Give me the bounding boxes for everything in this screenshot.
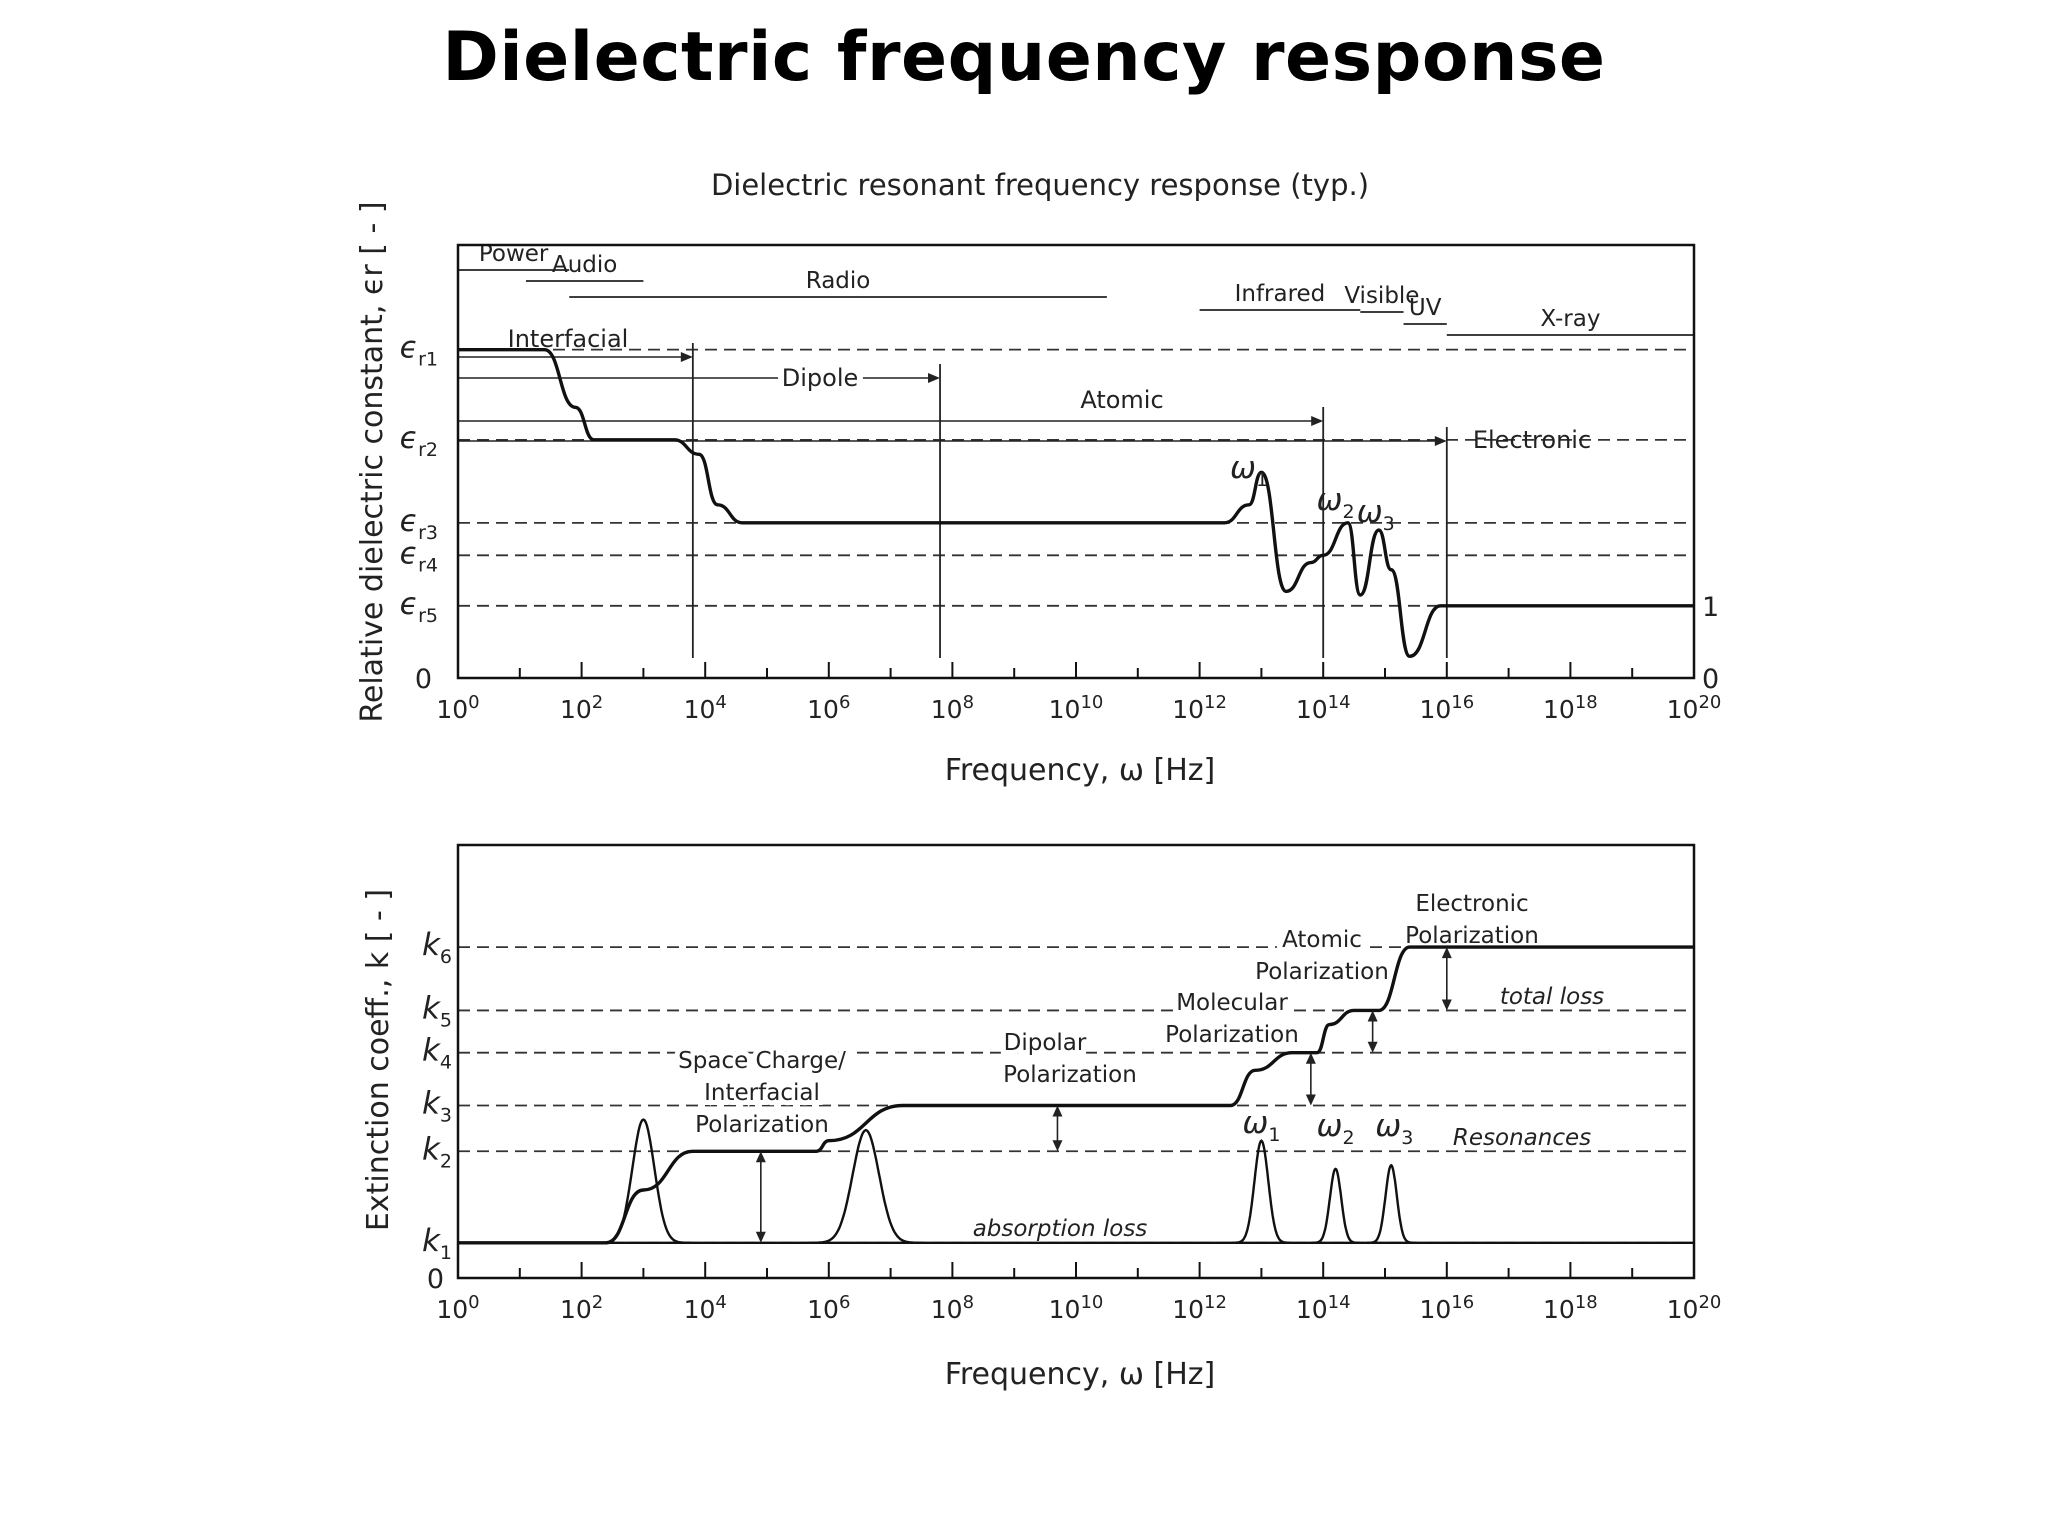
y-tick-label: k3 [422,1086,452,1127]
y-axis-label: Relative dielectric constant, ϵr [ - ] [355,201,390,722]
annotation-label: Polarization [1255,959,1389,985]
annotation-label: Polarization [1003,1062,1137,1088]
y-tick-label: ϵr1 [400,331,438,371]
annotation-label: Electronic [1415,891,1528,917]
x-tick-label: 102 [560,692,603,724]
annotation-label: Polarization [1165,1022,1299,1048]
arrow-head [1441,999,1452,1011]
annotation-label: Interfacial [704,1080,820,1106]
x-tick-label: 1012 [1172,1292,1227,1324]
mechanism-label: Electronic [1473,426,1591,454]
absorption-peak [595,1118,691,1244]
y-tick-label: 0 [415,664,432,695]
x-tick-label: 1014 [1296,692,1351,724]
x-tick-label: 104 [684,692,727,724]
annotation-label: Molecular [1176,990,1288,1016]
arrow-head [1052,1105,1063,1117]
chart-title: Dielectric resonant frequency response (… [711,168,1369,202]
arrow-head [1305,1094,1316,1106]
x-axis-label: Frequency, ω [Hz] [945,753,1215,788]
x-tick-label: 106 [807,692,850,724]
y-tick-label: k5 [422,990,452,1031]
x-tick-label: 1016 [1419,1292,1474,1324]
band-label: Infrared [1235,281,1326,307]
x-tick-label: 1012 [1172,692,1227,724]
x-tick-label: 1020 [1667,1292,1722,1324]
x-tick-label: 1020 [1667,692,1722,724]
arrow-head [1367,1041,1378,1053]
annotation-label: Atomic [1282,927,1362,953]
y-tick-label: k1 [422,1223,452,1264]
right-axis-label: 1 [1702,592,1719,623]
x-tick-label: 108 [931,692,974,724]
arrow-head [1434,436,1447,446]
x-tick-label: 1018 [1543,692,1598,724]
annotation-label: Dipolar [1004,1030,1087,1056]
resonance-label: ω2 [1317,482,1355,523]
x-tick-label: 1016 [1419,692,1474,724]
resonance-label: ω3 [1375,1108,1413,1149]
x-tick-label: 100 [436,692,479,724]
x-tick-label: 1014 [1296,1292,1351,1324]
y-axis-label: Extinction coeff., k [ - ] [361,889,396,1231]
x-tick-label: 1010 [1049,692,1104,724]
resonance-label: ω1 [1230,450,1268,491]
resonance-label: ω2 [1317,1108,1355,1149]
band-label: Visible [1344,283,1419,309]
arrow-head [1367,1010,1378,1022]
y-tick-label: ϵr2 [400,421,438,461]
absorption-peak [1231,1139,1292,1244]
arrow-head [1052,1140,1063,1152]
x-tick-label: 100 [436,1292,479,1324]
annotation-label: Polarization [1405,923,1539,949]
x-tick-label: 1010 [1049,1292,1104,1324]
annotation-italic: Resonances [1453,1125,1591,1151]
x-tick-label: 102 [560,1292,603,1324]
extinction-curve [458,945,1694,1245]
annotation-label: Polarization [695,1112,829,1138]
absorption-peak [1311,1167,1360,1244]
arrow-head [1441,947,1452,959]
arrow-head [1305,1052,1316,1064]
dielectric-curve [458,347,1694,659]
x-tick-label: 1018 [1543,1292,1598,1324]
annotation-italic: total loss [1500,984,1604,1010]
x-tick-label: 108 [931,1292,974,1324]
y-tick-label: ϵr4 [400,536,438,576]
x-tick-label: 106 [807,1292,850,1324]
chart-dielectric-constant: Dielectric resonant frequency response (… [355,168,1721,788]
absorption-peak [1366,1163,1416,1244]
right-axis-label: 0 [1702,664,1719,695]
plot-frame [456,243,1696,680]
annotation-label: Space Charge/ [678,1048,846,1074]
y-tick-label: ϵr5 [400,587,438,627]
absorption-peak [808,1128,923,1244]
y-tick-label: k6 [422,927,452,968]
arrow-head [1311,416,1324,426]
x-tick-label: 104 [684,1292,727,1324]
resonance-label: ω3 [1357,494,1395,535]
band-label: UV [1409,295,1442,321]
x-axis-label: Frequency, ω [Hz] [945,1357,1215,1392]
mechanism-label: Dipole [782,364,859,392]
mechanism-label: Atomic [1080,386,1163,414]
y-tick-label: ϵr3 [400,504,438,544]
y-tick-label: k2 [422,1131,452,1172]
arrow-head [928,373,941,383]
annotation-italic: absorption loss [973,1216,1148,1242]
arrow-head [755,1151,766,1163]
arrow-head [680,352,693,362]
arrow-head [755,1231,766,1243]
band-label: X-ray [1540,306,1600,332]
page-title: Dielectric frequency response [442,18,1606,97]
resonance-label: ω1 [1242,1105,1280,1146]
y-tick-label: k4 [422,1033,452,1074]
band-label: Audio [552,252,617,278]
y-tick-label: 0 [427,1264,444,1295]
band-label: Radio [806,268,871,294]
